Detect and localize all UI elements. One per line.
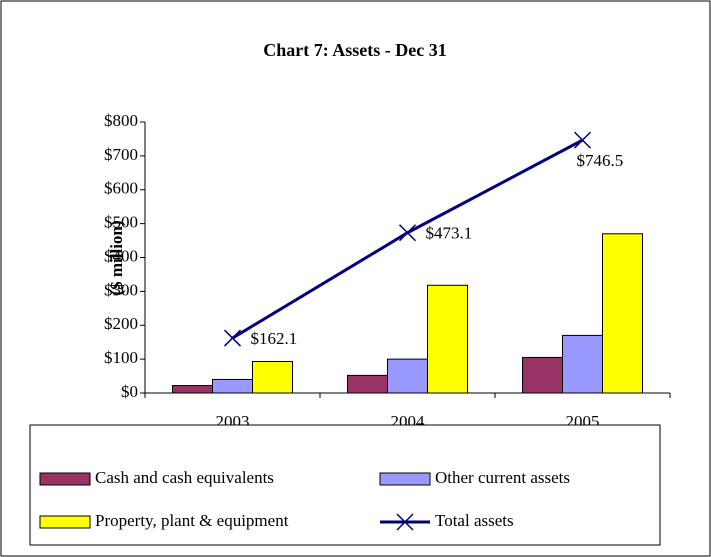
bar bbox=[387, 358, 428, 394]
y-axis-label: ($ million) bbox=[107, 220, 126, 295]
y-tick-label: $800 bbox=[104, 111, 138, 130]
legend-box bbox=[29, 424, 661, 546]
bar bbox=[172, 385, 213, 394]
marker bbox=[223, 329, 242, 347]
legend-label: Other current assets bbox=[435, 468, 570, 487]
y-tick-label: $500 bbox=[104, 213, 138, 232]
y-tick-label: $300 bbox=[104, 280, 138, 299]
legend-marker bbox=[396, 513, 414, 531]
y-tick-label: $600 bbox=[104, 179, 138, 198]
data-label: $473.1 bbox=[426, 224, 473, 243]
bar bbox=[252, 360, 293, 394]
bar bbox=[562, 334, 603, 394]
y-tick-label: $200 bbox=[104, 314, 138, 333]
legend-label: Cash and cash equivalents bbox=[95, 468, 274, 487]
bar bbox=[212, 378, 253, 394]
marker bbox=[398, 224, 417, 242]
legend-swatch bbox=[379, 472, 431, 486]
legend-swatch bbox=[39, 515, 91, 529]
chart-title: Chart 7: Assets - Dec 31 bbox=[263, 40, 446, 60]
data-label: $746.5 bbox=[577, 151, 624, 170]
marker bbox=[573, 131, 592, 149]
legend-label: Total assets bbox=[435, 511, 514, 530]
legend-swatch bbox=[39, 472, 91, 486]
y-tick-label: $100 bbox=[104, 348, 138, 367]
data-label: $162.1 bbox=[251, 329, 298, 348]
bar bbox=[347, 374, 388, 394]
bar bbox=[602, 233, 643, 394]
y-tick-label: $700 bbox=[104, 145, 138, 164]
bar bbox=[522, 356, 563, 394]
y-tick-label: $400 bbox=[104, 246, 138, 265]
legend-label: Property, plant & equipment bbox=[95, 511, 289, 530]
bar bbox=[427, 284, 468, 394]
y-tick-label: $0 bbox=[121, 382, 138, 401]
